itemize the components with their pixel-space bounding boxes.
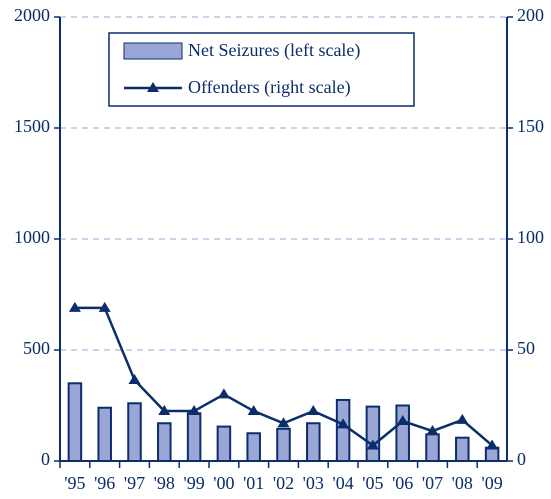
y2-tick-label: 200 <box>517 5 544 25</box>
bar <box>67 382 83 462</box>
x-tick-label: '01 <box>243 473 264 493</box>
marker <box>188 405 201 416</box>
marker <box>247 405 260 416</box>
legend-box <box>108 32 415 107</box>
bar <box>97 406 112 462</box>
bar <box>365 405 381 462</box>
x-tick-label: '07 <box>422 473 443 493</box>
x-tick-label: '95 <box>64 473 85 493</box>
bar <box>335 398 351 463</box>
bar <box>484 446 500 462</box>
legend-label: Offenders (right scale) <box>188 77 351 98</box>
y2-tick-label: 100 <box>517 227 544 247</box>
bar <box>216 425 232 462</box>
y-tick-label: 0 <box>41 449 50 469</box>
legend-swatch <box>123 42 183 60</box>
bar <box>127 402 142 462</box>
x-tick-label: '96 <box>94 473 115 493</box>
marker <box>307 405 320 416</box>
marker <box>158 405 171 416</box>
marker <box>217 388 230 399</box>
bar <box>425 433 440 462</box>
x-tick-label: '98 <box>154 473 175 493</box>
y-tick-label: 500 <box>23 338 50 358</box>
marker <box>486 439 499 450</box>
x-tick-label: '99 <box>183 473 204 493</box>
bar <box>395 404 410 462</box>
x-tick-label: '04 <box>332 473 353 493</box>
bar <box>157 422 172 463</box>
marker <box>98 301 111 312</box>
x-tick-label: '09 <box>481 473 502 493</box>
x-tick-label: '06 <box>392 473 413 493</box>
x-tick-label: '02 <box>273 473 294 493</box>
y2-tick-label: 150 <box>517 116 544 136</box>
y-tick-label: 2000 <box>14 5 50 25</box>
x-tick-label: '03 <box>303 473 324 493</box>
marker <box>396 415 409 426</box>
bar <box>246 432 261 462</box>
bar <box>276 427 291 462</box>
y2-tick-label: 0 <box>517 449 526 469</box>
bar <box>455 436 470 463</box>
legend-label: Net Seizures (left scale) <box>188 40 360 61</box>
y2-tick-label: 50 <box>517 338 535 358</box>
x-tick-label: '00 <box>213 473 234 493</box>
marker <box>426 425 439 436</box>
legend-marker <box>147 82 159 92</box>
x-tick-label: '05 <box>362 473 383 493</box>
marker <box>366 439 379 450</box>
legend: Net Seizures (left scale) Offenders (righ… <box>108 32 415 107</box>
marker <box>128 373 141 384</box>
x-tick-label: '08 <box>452 473 473 493</box>
marker <box>68 301 81 312</box>
marker <box>277 417 290 428</box>
y-tick-label: 1500 <box>14 116 50 136</box>
x-tick-label: '97 <box>124 473 145 493</box>
bar <box>306 422 321 463</box>
marker <box>337 418 350 429</box>
y-tick-label: 1000 <box>14 227 50 247</box>
marker <box>456 413 469 424</box>
bar <box>186 412 202 462</box>
